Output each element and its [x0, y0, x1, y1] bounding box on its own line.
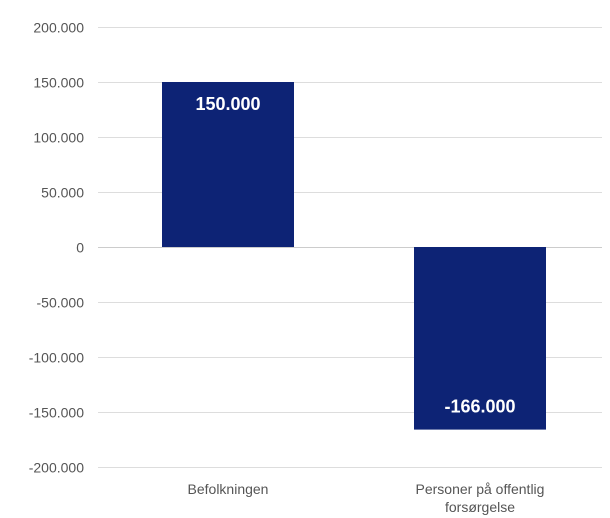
- bars: [162, 82, 546, 430]
- y-tick-label: -50.000: [37, 295, 85, 311]
- y-tick-label: -200.000: [29, 460, 84, 476]
- y-tick-label: 50.000: [41, 185, 84, 201]
- x-category-label-line: forsørgelse: [445, 499, 515, 515]
- bar: [162, 82, 294, 247]
- y-tick-label: 0: [76, 240, 84, 256]
- y-axis-tick-labels: 200.000 150.000 100.000 50.000 0 -50.000 -100.…: [29, 20, 84, 476]
- bar: [414, 247, 546, 430]
- data-labels: 150.000 -166.000: [195, 94, 515, 417]
- x-category-label-line: Befolkningen: [188, 481, 269, 497]
- data-label: 150.000: [195, 94, 260, 114]
- y-tick-label: -100.000: [29, 350, 84, 366]
- x-category-label: Personer på offentlig forsørgelse: [416, 481, 545, 515]
- x-category-label: Befolkningen: [188, 481, 269, 497]
- y-tick-label: 150.000: [33, 75, 84, 91]
- data-label: -166.000: [444, 397, 515, 417]
- y-tick-label: 200.000: [33, 20, 84, 36]
- y-tick-label: 100.000: [33, 130, 84, 146]
- x-category-label-line: Personer på offentlig: [416, 481, 545, 497]
- x-axis-category-labels: Befolkningen Personer på offentlig forsørg…: [188, 481, 545, 515]
- y-tick-label: -150.000: [29, 405, 84, 421]
